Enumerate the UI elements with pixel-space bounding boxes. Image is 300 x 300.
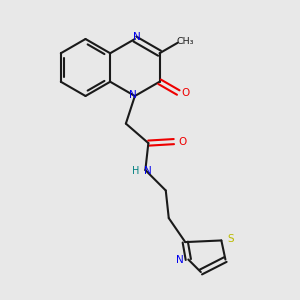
- Text: N: N: [145, 166, 152, 176]
- Text: O: O: [179, 136, 187, 147]
- Text: O: O: [182, 88, 190, 98]
- Text: N: N: [176, 255, 184, 265]
- Text: H: H: [132, 166, 140, 176]
- Text: N: N: [129, 89, 136, 100]
- Text: N: N: [134, 32, 141, 42]
- Text: CH₃: CH₃: [177, 38, 194, 46]
- Text: S: S: [227, 234, 234, 244]
